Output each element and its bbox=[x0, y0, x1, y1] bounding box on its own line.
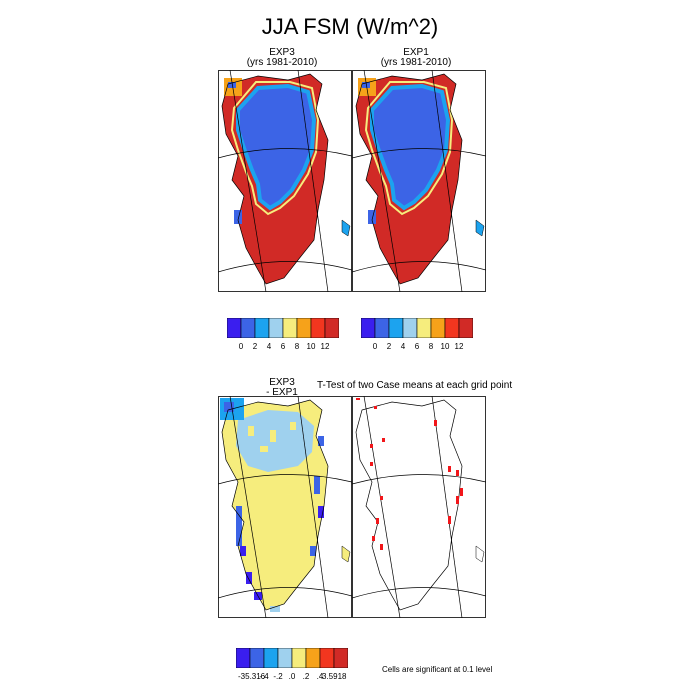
exp3-years: (yrs 1981-2010) bbox=[246, 57, 318, 68]
colorbar-tick-label: -.4 bbox=[259, 672, 269, 681]
colorbar-tick-label: 12 bbox=[320, 342, 330, 351]
colorbar-swatch bbox=[291, 648, 307, 668]
colorbar-swatch bbox=[277, 648, 293, 668]
colorbar-swatch bbox=[374, 318, 390, 338]
exp3-colorbar-labels: 0 2 4 6 8 10 12 bbox=[227, 342, 339, 354]
colorbar-swatch bbox=[324, 318, 339, 338]
colorbar-swatch bbox=[227, 318, 242, 338]
west-coast-patch bbox=[234, 210, 242, 224]
greenland-ice-margin bbox=[370, 83, 451, 211]
colorbar-swatch bbox=[249, 648, 265, 668]
colorbar-tick-label: .0 bbox=[288, 672, 296, 681]
colorbar-swatch bbox=[458, 318, 473, 338]
colorbar-tick-label: 4 bbox=[266, 342, 272, 351]
colorbar-tick-label: .2 bbox=[302, 672, 310, 681]
colorbar-swatch bbox=[236, 648, 251, 668]
colorbar-tick-label: 4 bbox=[400, 342, 406, 351]
exp1-colorbar bbox=[361, 318, 473, 338]
exp1-panel-title: EXP1 (yrs 1981-2010) bbox=[346, 48, 486, 68]
diff-west-blue bbox=[236, 506, 242, 546]
exp3-map bbox=[218, 70, 352, 292]
colorbar-tick-label: 6 bbox=[414, 342, 420, 351]
colorbar-tick-label: 0 bbox=[372, 342, 378, 351]
colorbar-tick-label: 2 bbox=[252, 342, 258, 351]
colorbar-swatch bbox=[305, 648, 321, 668]
exp1-name: EXP1 bbox=[403, 47, 429, 58]
colorbar-tick-label: 10 bbox=[440, 342, 450, 351]
colorbar-tick-label: 3.5918 bbox=[322, 672, 347, 681]
colorbar-swatch bbox=[388, 318, 404, 338]
ttest-map bbox=[352, 396, 486, 618]
colorbar-tick-label: -35.316 bbox=[238, 672, 266, 681]
west-coast-patch bbox=[368, 210, 376, 224]
exp1-colorbar-labels: 0 2 4 6 8 10 12 bbox=[361, 342, 473, 354]
colorbar-swatch bbox=[263, 648, 279, 668]
diff-sub: - EXP1 bbox=[266, 387, 298, 398]
colorbar-swatch bbox=[268, 318, 284, 338]
exp3-panel-title: EXP3 (yrs 1981-2010) bbox=[212, 48, 352, 68]
colorbar-swatch bbox=[254, 318, 270, 338]
colorbar-tick-label: 6 bbox=[280, 342, 286, 351]
colorbar-swatch bbox=[240, 318, 256, 338]
diff-map bbox=[218, 396, 352, 618]
diff-colorbar bbox=[236, 648, 348, 668]
colorbar-tick-label: 2 bbox=[386, 342, 392, 351]
colorbar-tick-label: -.2 bbox=[273, 672, 283, 681]
greenland-ice-margin-yellow bbox=[364, 81, 454, 216]
significance-note: Cells are significant at 0.1 level bbox=[382, 665, 493, 674]
colorbar-swatch bbox=[333, 648, 348, 668]
colorbar-swatch bbox=[296, 318, 312, 338]
north-tip-patch-blue bbox=[228, 82, 236, 88]
exp1-years: (yrs 1981-2010) bbox=[380, 57, 452, 68]
colorbar-tick-label: .4 bbox=[316, 672, 324, 681]
colorbar-tick-label: 12 bbox=[454, 342, 464, 351]
north-tip-patch-blue bbox=[362, 82, 370, 88]
colorbar-swatch bbox=[430, 318, 446, 338]
colorbar-swatch bbox=[282, 318, 298, 338]
main-title: JJA FSM (W/m^2) bbox=[261, 14, 439, 39]
diff-colorbar-labels: -35.316 -.4 -.2 .0 .2 .4 3.5918 bbox=[236, 672, 348, 684]
colorbar-swatch bbox=[444, 318, 460, 338]
colorbar-swatch bbox=[319, 648, 335, 668]
exp1-map bbox=[352, 70, 486, 292]
exp3-name: EXP3 bbox=[269, 47, 295, 58]
colorbar-tick-label: 8 bbox=[428, 342, 434, 351]
colorbar-swatch bbox=[310, 318, 326, 338]
greenland-ice-margin-yellow bbox=[230, 81, 320, 216]
colorbar-tick-label: 10 bbox=[306, 342, 316, 351]
colorbar-tick-label: 8 bbox=[294, 342, 300, 351]
significant-cells bbox=[356, 398, 463, 550]
diff-panel-title: EXP3 - EXP1 bbox=[212, 378, 352, 398]
ttest-title: T-Test of two Case means at each grid po… bbox=[317, 380, 513, 391]
diff-name: EXP3 bbox=[269, 377, 295, 388]
exp3-colorbar bbox=[227, 318, 339, 338]
colorbar-swatch bbox=[416, 318, 432, 338]
colorbar-swatch bbox=[402, 318, 418, 338]
greenland-ice-margin bbox=[236, 83, 317, 211]
colorbar-tick-label: 0 bbox=[238, 342, 244, 351]
colorbar-swatch bbox=[361, 318, 376, 338]
